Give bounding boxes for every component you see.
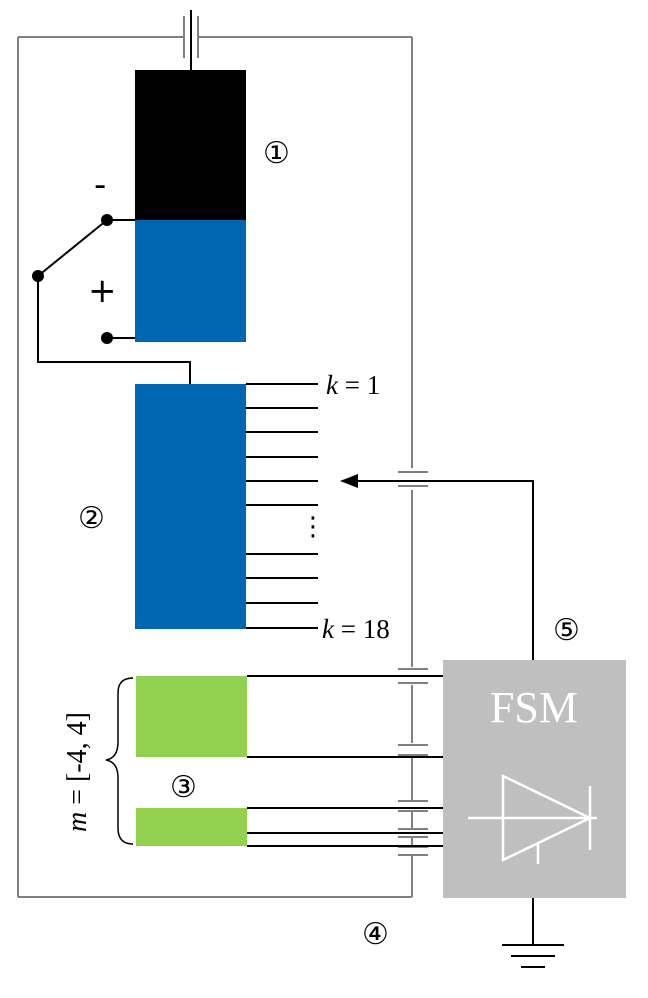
block2-label: ② — [78, 501, 105, 536]
outer-frame — [17, 36, 413, 898]
fsm-box — [443, 660, 626, 898]
block4-label: ④ — [362, 917, 389, 952]
top-capacitor — [183, 16, 199, 58]
block5-label: ⑤ — [553, 613, 580, 648]
range-brace — [105, 677, 134, 845]
electrode-lines — [246, 383, 318, 629]
diode-icon — [468, 774, 597, 864]
black-block — [135, 70, 246, 220]
green-wires — [247, 675, 443, 847]
ground-icon — [502, 898, 564, 968]
blue-block-lower — [135, 384, 246, 629]
feedback-arrow — [340, 474, 534, 660]
green-block-upper — [136, 676, 247, 757]
k-first-label: k = 1 — [326, 370, 380, 400]
k-last-label: k = 18 — [322, 614, 390, 644]
switch-contacts — [32, 214, 113, 344]
green-block-lower — [136, 808, 247, 846]
block3-label: ③ — [170, 770, 197, 805]
fsm-label: FSM — [490, 683, 578, 732]
blue-block-upper — [135, 220, 246, 342]
plus-sign: + — [88, 271, 117, 311]
m-range-label: m = [-4, 4] — [62, 712, 93, 832]
minus-sign: - — [94, 165, 106, 205]
ellipsis: ⋮ — [300, 512, 326, 542]
block1-label: ① — [263, 136, 290, 171]
